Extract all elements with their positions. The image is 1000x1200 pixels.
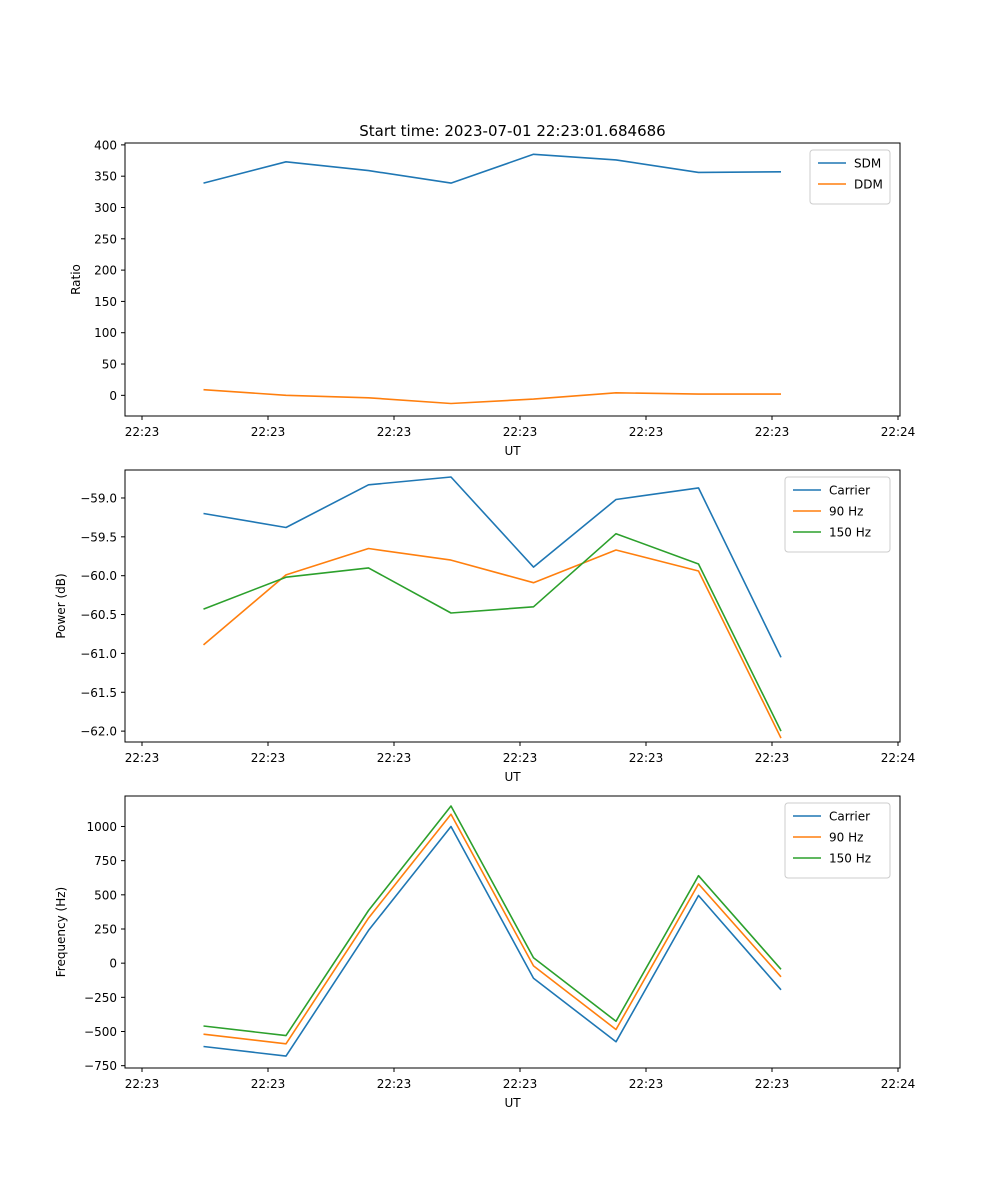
y-tick-label: 300 bbox=[94, 201, 117, 215]
figure-title: Start time: 2023-07-01 22:23:01.684686 bbox=[359, 122, 665, 140]
x-tick-label: 22:23 bbox=[755, 751, 790, 765]
legend-label: DDM bbox=[854, 178, 883, 192]
x-tick-label: 22:23 bbox=[755, 425, 790, 439]
y-tick-label: 750 bbox=[94, 854, 117, 868]
y-tick-label: −60.0 bbox=[80, 569, 117, 583]
x-tick-label: 22:23 bbox=[629, 1077, 664, 1091]
series-line-ddm bbox=[203, 388, 781, 405]
x-tick-label: 22:23 bbox=[377, 1077, 412, 1091]
y-tick-label: −62.0 bbox=[80, 725, 117, 739]
legend-box bbox=[784, 802, 891, 879]
x-tick-label: 22:23 bbox=[629, 425, 664, 439]
y-tick-label: 250 bbox=[94, 922, 117, 936]
legend-label: Carrier bbox=[829, 810, 870, 824]
legend-label: 150 Hz bbox=[829, 852, 871, 866]
y-tick-label: 350 bbox=[94, 170, 117, 184]
y-tick-label: −61.0 bbox=[80, 647, 117, 661]
legend-label: 150 Hz bbox=[829, 526, 871, 540]
y-tick-label: 250 bbox=[94, 232, 117, 246]
x-tick-label: 22:23 bbox=[125, 751, 160, 765]
x-tick-label: 22:23 bbox=[251, 1077, 286, 1091]
y-tick-label: 100 bbox=[94, 326, 117, 340]
x-tick-label: 22:23 bbox=[503, 425, 538, 439]
x-tick-label: 22:24 bbox=[881, 751, 916, 765]
x-tick-label: 22:24 bbox=[881, 425, 916, 439]
x-tick-label: 22:23 bbox=[377, 425, 412, 439]
y-tick-label: 150 bbox=[94, 295, 117, 309]
y-tick-label: −60.5 bbox=[80, 608, 117, 622]
y-tick-label: 50 bbox=[102, 358, 117, 372]
series-line-carrier bbox=[203, 825, 782, 1057]
y-tick-label: 0 bbox=[109, 957, 117, 971]
series-line-90-hz bbox=[202, 547, 782, 739]
x-tick-label: 22:23 bbox=[251, 425, 286, 439]
legend-label: 90 Hz bbox=[829, 505, 863, 519]
series-line-150-hz bbox=[203, 532, 782, 732]
series-line-carrier bbox=[203, 476, 782, 658]
legend-label: Carrier bbox=[829, 484, 870, 498]
x-axis-label: UT bbox=[504, 770, 521, 784]
x-tick-label: 22:23 bbox=[503, 1077, 538, 1091]
legend-label: SDM bbox=[854, 157, 881, 171]
legend: SDM DDM bbox=[809, 149, 891, 205]
x-tick-label: 22:23 bbox=[755, 1077, 790, 1091]
plot-frame bbox=[124, 142, 901, 417]
series-line-sdm bbox=[203, 153, 782, 184]
y-tick-label: −59.5 bbox=[80, 530, 117, 544]
x-tick-label: 22:23 bbox=[503, 751, 538, 765]
x-axis-label: UT bbox=[504, 444, 521, 458]
series-line-150-hz bbox=[203, 805, 782, 1037]
y-tick-label: −61.5 bbox=[80, 686, 117, 700]
y-tick-label: −250 bbox=[84, 991, 117, 1005]
legend-label: 90 Hz bbox=[829, 831, 863, 845]
x-axis-label: UT bbox=[504, 1096, 521, 1110]
y-axis-label: Ratio bbox=[69, 264, 83, 295]
x-tick-label: 22:23 bbox=[125, 425, 160, 439]
y-tick-label: 1000 bbox=[86, 820, 117, 834]
plot-frame bbox=[124, 469, 901, 743]
y-tick-label: 500 bbox=[94, 888, 117, 902]
plot-frame bbox=[124, 795, 901, 1069]
x-tick-label: 22:24 bbox=[881, 1077, 916, 1091]
chart-panel-2: 22:23 22:23 22:23 22:23 22:23 22:23 22:24 −62.0… bbox=[54, 469, 916, 784]
y-tick-label: 400 bbox=[94, 138, 117, 152]
y-tick-label: 0 bbox=[109, 389, 117, 403]
legend: Carrier 90 Hz 150 Hz bbox=[784, 476, 891, 553]
legend-box bbox=[784, 476, 891, 553]
x-tick-label: 22:23 bbox=[377, 751, 412, 765]
legend: Carrier 90 Hz 150 Hz bbox=[784, 802, 891, 879]
series-line-90-hz bbox=[203, 813, 782, 1045]
x-tick-label: 22:23 bbox=[125, 1077, 160, 1091]
x-tick-label: 22:23 bbox=[629, 751, 664, 765]
y-tick-label: −750 bbox=[84, 1059, 117, 1073]
chart-panel-3: 22:23 22:23 22:23 22:23 22:23 22:23 22:24 −750 −… bbox=[54, 795, 916, 1110]
chart-panel-1: 22:23 22:23 22:23 22:23 22:23 22:23 22:24 0 50 10… bbox=[69, 138, 915, 458]
y-axis-label: Power (dB) bbox=[54, 573, 68, 638]
y-axis-label: Frequency (Hz) bbox=[54, 887, 68, 978]
x-tick-label: 22:23 bbox=[251, 751, 286, 765]
y-tick-label: −500 bbox=[84, 1025, 117, 1039]
y-tick-label: 200 bbox=[94, 264, 117, 278]
y-tick-label: −59.0 bbox=[80, 491, 117, 505]
